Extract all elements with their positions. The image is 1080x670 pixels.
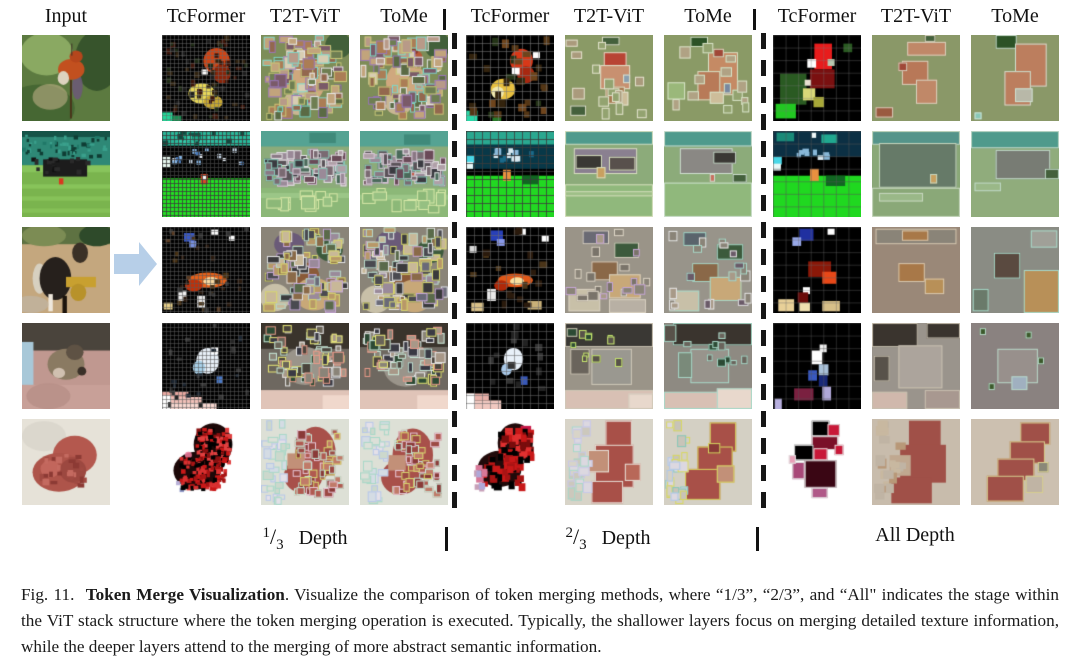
viz-hummingbird-tcformer-1-3 <box>162 35 250 121</box>
col-header-tome-all: ToMe <box>991 5 1039 27</box>
group-separator-1 <box>452 33 457 518</box>
viz-parade-tome-all <box>971 131 1059 217</box>
viz-horse-cart-tcformer-2-3 <box>466 227 554 313</box>
depth-word: Depth <box>298 527 348 549</box>
viz-hummingbird-tome-1-3 <box>360 35 448 121</box>
viz-mitten-input <box>22 419 110 505</box>
col-header-t2t-vit-2-3: T2T-ViT <box>573 5 645 27</box>
depth-label-1: 1/3 Depth <box>262 524 347 554</box>
viz-parade-t2t-vit-2-3 <box>565 131 653 217</box>
input-to-output-arrow-icon <box>114 242 157 286</box>
depth-word: Depth <box>601 527 651 549</box>
col-header-tome-1-3: ToMe <box>380 5 428 27</box>
viz-dog-input <box>22 323 110 409</box>
viz-horse-cart-tome-all <box>971 227 1059 313</box>
viz-horse-cart-tcformer-1-3 <box>162 227 250 313</box>
viz-mitten-t2t-vit-all <box>872 419 960 505</box>
viz-hummingbird-t2t-vit-2-3 <box>565 35 653 121</box>
viz-horse-cart-tome-2-3 <box>664 227 752 313</box>
depth-label-3: All Depth <box>875 524 954 547</box>
viz-parade-tcformer-1-3 <box>162 131 250 217</box>
col-header-t2t-vit-1-3: T2T-ViT <box>269 5 341 27</box>
viz-hummingbird-t2t-vit-all <box>872 35 960 121</box>
depth-word: All Depth <box>875 524 955 546</box>
viz-dog-tcformer-1-3 <box>162 323 250 409</box>
viz-horse-cart-tome-1-3 <box>360 227 448 313</box>
viz-dog-tome-1-3 <box>360 323 448 409</box>
figure-title: Token Merge Visualization <box>85 585 285 604</box>
col-header-tcformer-2-3: TcFormer <box>470 5 550 27</box>
depth-fraction: 1/3 <box>262 524 284 553</box>
col-header-tome-2-3: ToMe <box>684 5 732 27</box>
viz-dog-tome-2-3 <box>664 323 752 409</box>
depth-fraction: 2/3 <box>565 524 587 553</box>
viz-mitten-tcformer-all <box>773 419 861 505</box>
figure-number: Fig. 11. <box>21 585 75 604</box>
viz-mitten-tcformer-1-3 <box>162 419 250 505</box>
col-header-tcformer-all: TcFormer <box>777 5 857 27</box>
viz-parade-tome-1-3 <box>360 131 448 217</box>
viz-parade-tcformer-2-3 <box>466 131 554 217</box>
viz-hummingbird-tcformer-all <box>773 35 861 121</box>
col-header-t2t-vit-all: T2T-ViT <box>880 5 952 27</box>
viz-mitten-tome-1-3 <box>360 419 448 505</box>
viz-hummingbird-input <box>22 35 110 121</box>
viz-dog-t2t-vit-all <box>872 323 960 409</box>
viz-mitten-tome-all <box>971 419 1059 505</box>
viz-horse-cart-input <box>22 227 110 313</box>
viz-horse-cart-t2t-vit-2-3 <box>565 227 653 313</box>
col-header-tcformer-1-3: TcFormer <box>166 5 246 27</box>
col-header-input: Input <box>44 5 88 27</box>
viz-parade-tcformer-all <box>773 131 861 217</box>
viz-dog-t2t-vit-1-3 <box>261 323 349 409</box>
viz-dog-tcformer-all <box>773 323 861 409</box>
viz-mitten-tcformer-2-3 <box>466 419 554 505</box>
viz-dog-t2t-vit-2-3 <box>565 323 653 409</box>
viz-horse-cart-t2t-vit-1-3 <box>261 227 349 313</box>
viz-dog-tcformer-2-3 <box>466 323 554 409</box>
viz-mitten-tome-2-3 <box>664 419 752 505</box>
depth-separator-bar-1 <box>445 527 448 551</box>
viz-hummingbird-tome-all <box>971 35 1059 121</box>
header-separator-bar-2 <box>753 9 756 30</box>
viz-mitten-t2t-vit-1-3 <box>261 419 349 505</box>
viz-parade-tome-2-3 <box>664 131 752 217</box>
group-separator-2 <box>761 33 766 518</box>
header-separator-bar-1 <box>443 9 446 30</box>
depth-label-2: 2/3 Depth <box>565 524 650 554</box>
caption-text: . Visualize the comparison of token merg… <box>21 585 1060 656</box>
viz-parade-t2t-vit-all <box>872 131 960 217</box>
viz-parade-t2t-vit-1-3 <box>261 131 349 217</box>
viz-parade-input <box>22 131 110 217</box>
viz-mitten-t2t-vit-2-3 <box>565 419 653 505</box>
figure-caption: Fig. 11. Token Merge Visualization. Visu… <box>21 582 1059 659</box>
viz-horse-cart-t2t-vit-all <box>872 227 960 313</box>
viz-hummingbird-tome-2-3 <box>664 35 752 121</box>
viz-dog-tome-all <box>971 323 1059 409</box>
depth-separator-bar-2 <box>756 527 759 551</box>
viz-hummingbird-t2t-vit-1-3 <box>261 35 349 121</box>
viz-hummingbird-tcformer-2-3 <box>466 35 554 121</box>
viz-horse-cart-tcformer-all <box>773 227 861 313</box>
